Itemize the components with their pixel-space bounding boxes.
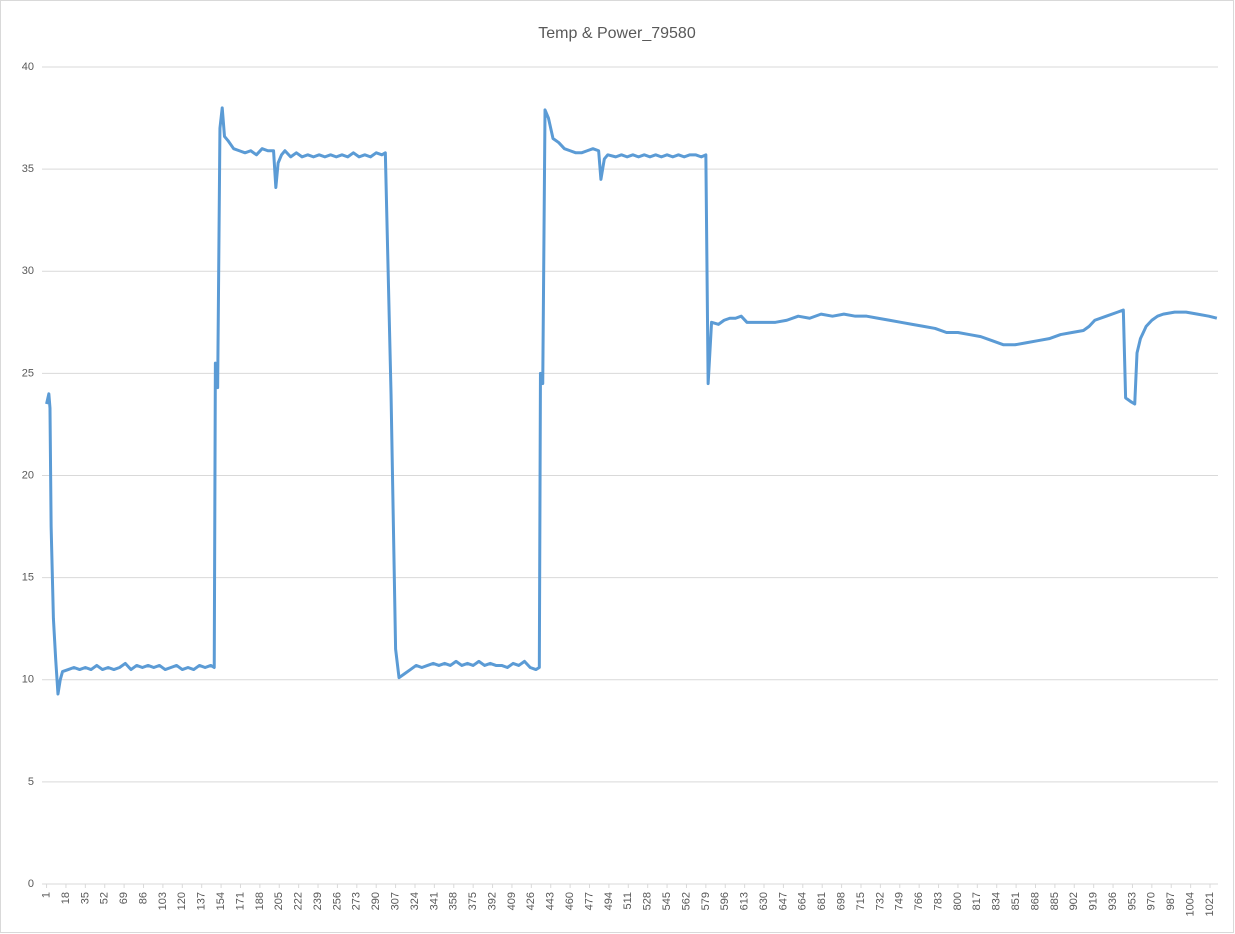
x-tick-label: 817	[971, 892, 983, 910]
x-tick-label: 851	[1010, 892, 1022, 910]
x-tick-label: 698	[835, 892, 847, 910]
x-tick-label: 681	[816, 892, 828, 910]
y-tick-label: 20	[22, 469, 34, 481]
y-tick-label: 15	[22, 572, 34, 584]
x-tick-label: 375	[467, 892, 479, 910]
x-tick-label: 579	[700, 892, 712, 910]
x-tick-label: 358	[448, 892, 460, 910]
x-tick-label: 834	[991, 892, 1003, 910]
x-tick-label: 18	[60, 892, 72, 904]
x-tick-label: 103	[157, 892, 169, 910]
x-tick-label: 341	[428, 892, 440, 910]
x-tick-label: 562	[680, 892, 692, 910]
data-line	[45, 106, 1218, 696]
x-tick-label: 800	[952, 892, 964, 910]
x-tick-label: 205	[273, 892, 285, 910]
y-tick-label: 25	[22, 367, 34, 379]
x-tick-label: 171	[234, 892, 246, 910]
x-tick-label: 783	[932, 892, 944, 910]
x-tick-label: 52	[99, 892, 111, 904]
x-tick-label: 86	[137, 892, 149, 904]
x-tick-label: 528	[642, 892, 654, 910]
x-tick-label: 1004	[1185, 892, 1197, 916]
x-tick-label: 222	[293, 892, 305, 910]
x-tick-label: 188	[254, 892, 266, 910]
x-tick-label: 477	[583, 892, 595, 910]
x-tick-label: 732	[874, 892, 886, 910]
x-tick-label: 256	[331, 892, 343, 910]
x-tick-label: 613	[739, 892, 751, 910]
x-tick-label: 120	[176, 892, 188, 910]
x-tick-label: 987	[1165, 892, 1177, 910]
x-tick-label: 392	[486, 892, 498, 910]
x-tick-label: 273	[351, 892, 363, 910]
x-tick-label: 1	[40, 892, 52, 898]
x-tick-label: 69	[118, 892, 130, 904]
x-tick-label: 460	[564, 892, 576, 910]
x-tick-label: 715	[855, 892, 867, 910]
x-tick-label: 443	[545, 892, 557, 910]
x-tick-label: 868	[1029, 892, 1041, 910]
x-tick-label: 749	[894, 892, 906, 910]
x-tick-label: 766	[913, 892, 925, 910]
x-tick-label: 307	[390, 892, 402, 910]
y-tick-label: 0	[28, 878, 34, 890]
y-tick-label: 30	[22, 265, 34, 277]
x-tick-label: 647	[777, 892, 789, 910]
x-tick-label: 137	[196, 892, 208, 910]
y-tick-label: 5	[28, 776, 34, 788]
chart-title: Temp & Power_79580	[538, 25, 696, 42]
x-tick-label: 154	[215, 892, 227, 910]
y-tick-label: 35	[22, 163, 34, 175]
y-tick-label: 10	[22, 674, 34, 686]
x-tick-label: 494	[603, 892, 615, 910]
x-tick-label: 885	[1049, 892, 1061, 910]
x-tick-label: 970	[1146, 892, 1158, 910]
x-tick-label: 35	[79, 892, 91, 904]
x-tick-label: 596	[719, 892, 731, 910]
x-tick-label: 953	[1126, 892, 1138, 910]
x-tick-label: 664	[797, 892, 809, 910]
x-tick-label: 1021	[1204, 892, 1216, 916]
x-tick-label: 511	[622, 892, 634, 910]
x-tick-label: 239	[312, 892, 324, 910]
x-tick-label: 324	[409, 892, 421, 910]
x-tick-label: 426	[525, 892, 537, 910]
x-tick-label: 290	[370, 892, 382, 910]
x-tick-label: 409	[506, 892, 518, 910]
y-tick-label: 40	[22, 61, 34, 73]
x-tick-label: 630	[758, 892, 770, 910]
x-tick-label: 545	[661, 892, 673, 910]
x-tick-label: 936	[1107, 892, 1119, 910]
x-tick-label: 919	[1088, 892, 1100, 910]
x-tick-label: 902	[1068, 892, 1080, 910]
